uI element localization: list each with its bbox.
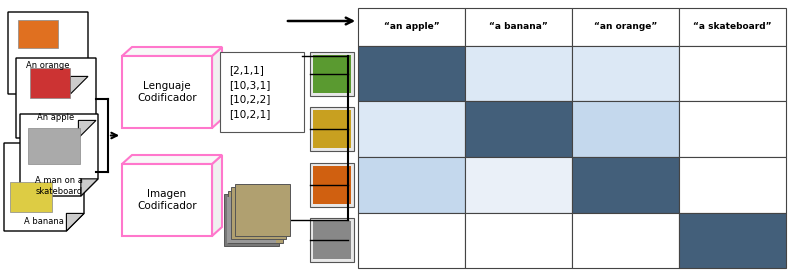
Text: A man on a
skateboard: A man on a skateboard xyxy=(35,176,83,196)
FancyBboxPatch shape xyxy=(465,8,572,46)
FancyBboxPatch shape xyxy=(572,213,679,268)
Polygon shape xyxy=(66,213,84,231)
Polygon shape xyxy=(212,47,222,128)
Text: An apple: An apple xyxy=(38,113,74,123)
FancyBboxPatch shape xyxy=(679,8,786,46)
Text: Imagen
Codificador: Imagen Codificador xyxy=(137,189,197,211)
FancyBboxPatch shape xyxy=(28,128,80,164)
FancyBboxPatch shape xyxy=(465,46,572,102)
FancyBboxPatch shape xyxy=(310,163,354,207)
FancyBboxPatch shape xyxy=(679,157,786,213)
FancyBboxPatch shape xyxy=(358,157,465,213)
FancyBboxPatch shape xyxy=(358,213,465,268)
Polygon shape xyxy=(20,114,98,196)
FancyBboxPatch shape xyxy=(572,157,679,213)
Text: “an orange”: “an orange” xyxy=(594,23,657,31)
FancyBboxPatch shape xyxy=(310,52,354,96)
Text: [2,1,1]
[10,3,1]
[10,2,2]
[10,2,1]: [2,1,1] [10,3,1] [10,2,2] [10,2,1] xyxy=(229,65,270,119)
FancyBboxPatch shape xyxy=(465,102,572,157)
Polygon shape xyxy=(122,56,212,128)
FancyBboxPatch shape xyxy=(220,52,304,132)
FancyBboxPatch shape xyxy=(358,8,465,46)
Polygon shape xyxy=(122,155,222,164)
Polygon shape xyxy=(122,164,212,236)
Text: “a skateboard”: “a skateboard” xyxy=(694,23,772,31)
FancyBboxPatch shape xyxy=(465,157,572,213)
Polygon shape xyxy=(70,76,88,94)
Polygon shape xyxy=(16,58,96,138)
FancyBboxPatch shape xyxy=(572,8,679,46)
FancyBboxPatch shape xyxy=(30,68,70,98)
FancyBboxPatch shape xyxy=(572,46,679,102)
FancyBboxPatch shape xyxy=(465,213,572,268)
FancyBboxPatch shape xyxy=(231,187,286,239)
Polygon shape xyxy=(81,179,98,196)
Polygon shape xyxy=(8,12,88,94)
FancyBboxPatch shape xyxy=(234,184,290,235)
FancyBboxPatch shape xyxy=(313,166,351,204)
Text: “an apple”: “an apple” xyxy=(384,23,439,31)
FancyBboxPatch shape xyxy=(679,102,786,157)
FancyBboxPatch shape xyxy=(227,190,282,243)
FancyBboxPatch shape xyxy=(679,213,786,268)
FancyBboxPatch shape xyxy=(224,194,279,246)
Text: Lenguaje
Codificador: Lenguaje Codificador xyxy=(137,81,197,103)
Text: A banana: A banana xyxy=(24,217,64,227)
FancyBboxPatch shape xyxy=(313,221,351,259)
Polygon shape xyxy=(122,47,222,56)
FancyBboxPatch shape xyxy=(18,20,58,48)
FancyBboxPatch shape xyxy=(679,46,786,102)
Text: An orange: An orange xyxy=(26,62,70,70)
FancyBboxPatch shape xyxy=(10,182,52,212)
FancyBboxPatch shape xyxy=(358,46,465,102)
FancyBboxPatch shape xyxy=(310,107,354,151)
FancyBboxPatch shape xyxy=(313,55,351,93)
Polygon shape xyxy=(78,120,96,138)
FancyBboxPatch shape xyxy=(313,110,351,148)
Text: “a banana”: “a banana” xyxy=(489,23,548,31)
FancyBboxPatch shape xyxy=(358,102,465,157)
Polygon shape xyxy=(4,143,84,231)
Polygon shape xyxy=(212,155,222,236)
FancyBboxPatch shape xyxy=(310,218,354,262)
FancyBboxPatch shape xyxy=(572,102,679,157)
FancyBboxPatch shape xyxy=(227,197,276,243)
